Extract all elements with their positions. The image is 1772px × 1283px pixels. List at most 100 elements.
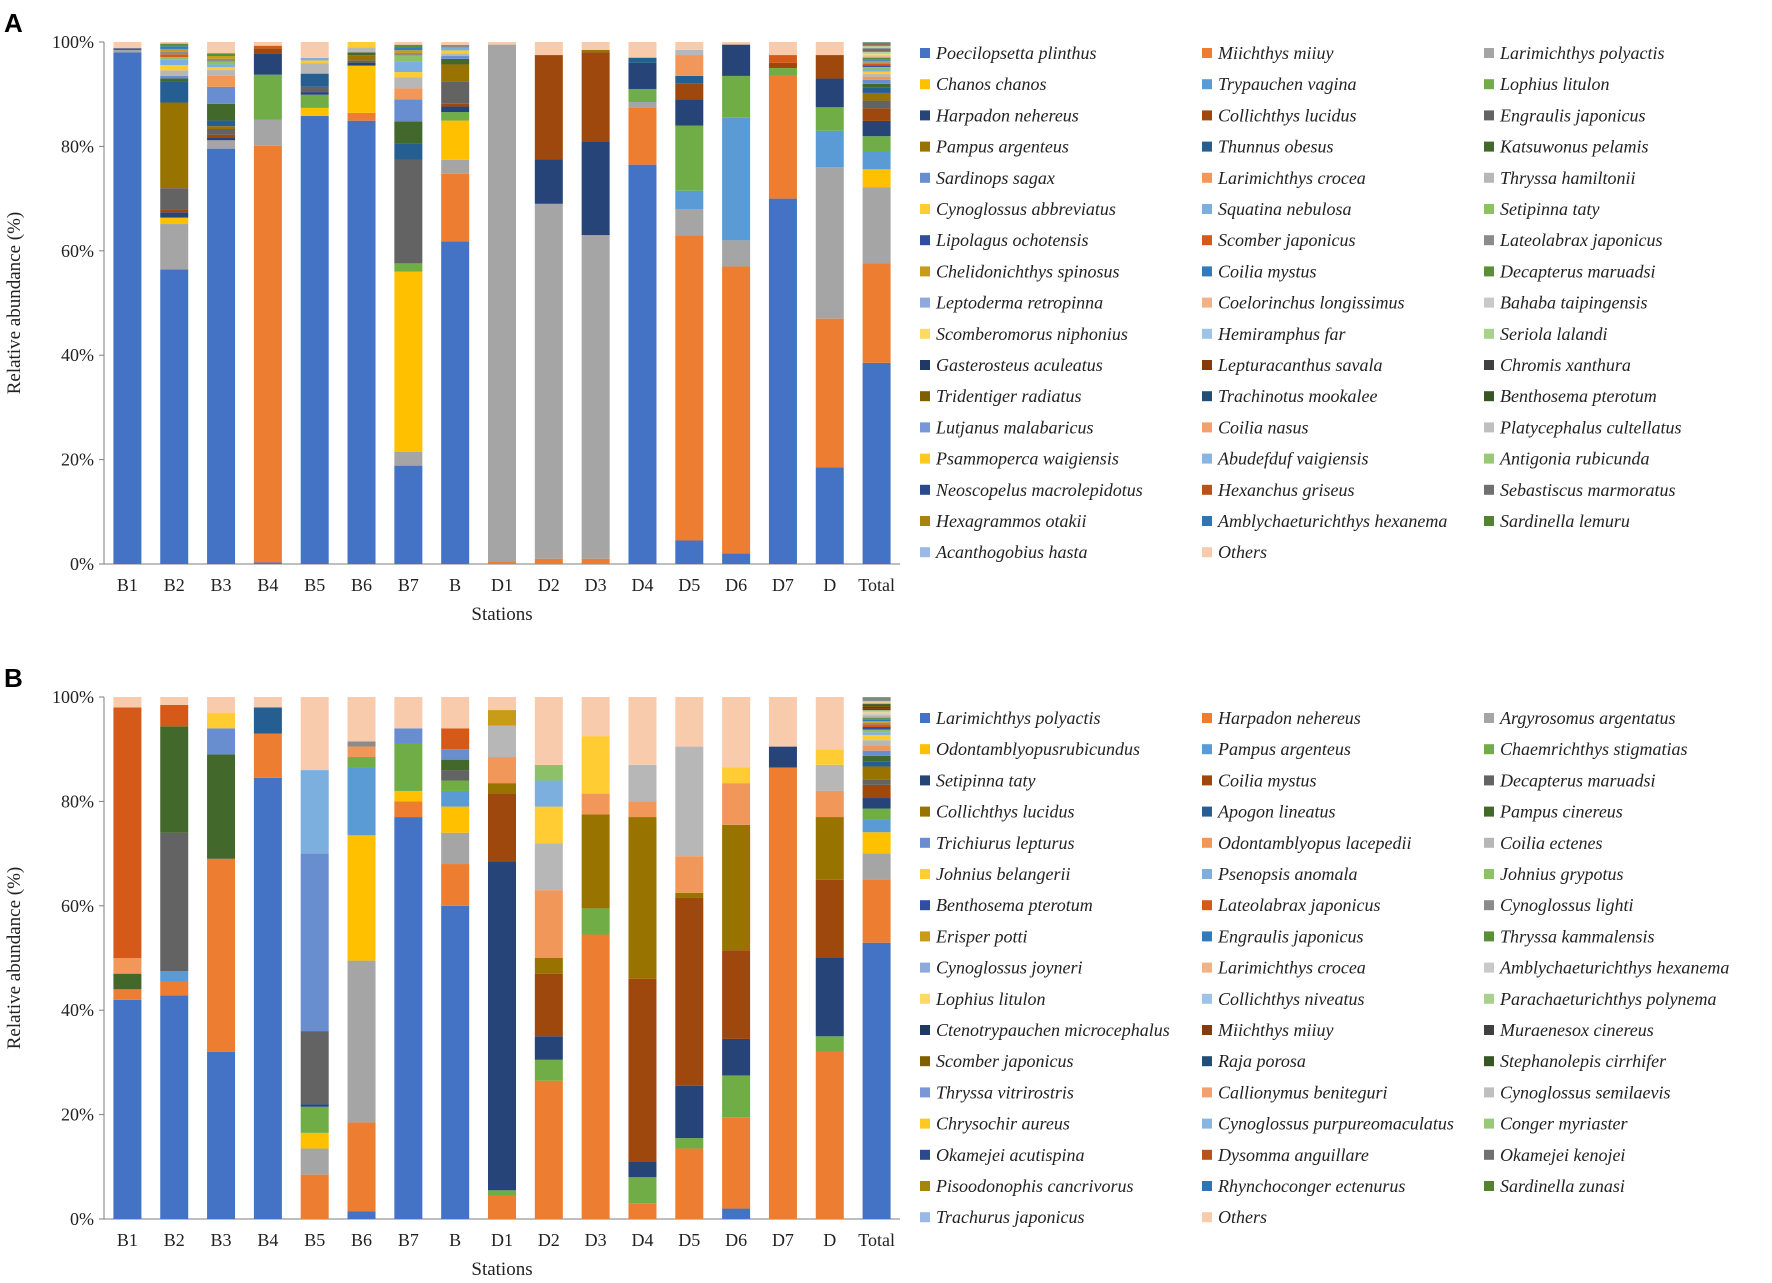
bar-segment-b7-larimichthys-polyactis [394, 451, 423, 466]
bar-segment-d3-harpadon-nehereus [581, 141, 610, 236]
bar-segment-d-chaemrichthys-stigmatias [815, 1036, 844, 1052]
bar-segment-total-trachurus-japonicus [862, 697, 891, 698]
legend-swatch-johnius-belangerii [920, 869, 930, 879]
legend: Poecilopsetta plinthus Miichthys miiuy Lar… [920, 43, 1681, 562]
bar-segment-total-pampus-cinereus [862, 755, 891, 762]
bar-segment-d2-coilia-mystus [534, 973, 563, 1037]
bar-segment-b5-others [300, 42, 329, 58]
legend-entry-thryssa-kammalensis: Thryssa kammalensis [1500, 926, 1655, 946]
bar-segment-d3-collichthys-lucidus [581, 814, 610, 909]
bar-segment-d-others [815, 42, 844, 56]
legend-swatch-chrysochir-aureus [920, 1118, 930, 1129]
bar-segment-b6-thryssa-hamiltonii [347, 47, 376, 53]
bar-segment-d-collichthys-lucidus [815, 817, 844, 880]
bar-segment-d1-chaemrichthys-stigmatias [488, 1190, 516, 1196]
legend-swatch-abudefduf-vaigiensis [1202, 453, 1212, 464]
legend-swatch-bahaba-taipingensis [1484, 297, 1494, 308]
legend-entry-thunnus-obesus: Thunnus obesus [1218, 137, 1334, 157]
legend-swatch-poecilopsetta-plinthus [920, 48, 930, 58]
bar-segment-b-larimichthys-polyactis [441, 159, 470, 174]
bar-segment-total-engraulis-japonicus [862, 100, 891, 109]
x-tick-label: B3 [211, 575, 232, 595]
x-tick-label: B1 [117, 1230, 138, 1250]
bar-segment-b2-scomber-japonicus [160, 54, 189, 57]
bar-segment-d1-larimichthys-polyactis [488, 44, 516, 562]
bar-segment-d2-others [534, 697, 563, 765]
bar-segment-total-cynoglossus-abbreviatus [862, 71, 891, 75]
bar-segment-b3-chelidonichthys-spinosus [207, 56, 236, 59]
x-tick-label: B [449, 1230, 461, 1250]
legend-entry-setipinna-taty: Setipinna taty [936, 770, 1035, 790]
legend-swatch-thryssa-vitrirostris [920, 1087, 930, 1098]
bar-segment-b7-lateolabrax-japonicus [394, 52, 423, 56]
bar-segment-total-thryssa-hamiltonii [862, 74, 891, 77]
bar-segment-total-gasterosteus-aculeatus [862, 51, 891, 52]
legend-entry-decapterus-maruadsi: Decapterus maruadsi [1499, 261, 1656, 281]
bar-segment-d5-collichthys-lucidus [675, 892, 704, 898]
bar-segment-b6-odontamblyopus-lacepedii [347, 746, 376, 758]
bar-segment-total-scomber-japonicus [862, 705, 891, 707]
bar-segment-d4-others [628, 697, 657, 765]
bar-segment-total-johnius-grypotus [862, 729, 891, 733]
legend-entry-pampus-cinereus: Pampus cinereus [1499, 802, 1623, 822]
bar-segment-b2-collichthys-lucidus [160, 209, 189, 213]
legend-entry-sardinops-sagax: Sardinops sagax [936, 168, 1055, 188]
bar-segment-b1-lateolabrax-japonicus [113, 707, 142, 958]
bar-segment-b1-odontamblyopus-lacepedii [113, 958, 142, 974]
bar-segment-b7-sardinops-sagax [394, 99, 423, 122]
bar-segment-total-setipinna-taty [862, 66, 891, 69]
bar-segment-b2-lateolabrax-japonicus [160, 704, 189, 727]
bar-segment-d2-miichthys-miiuy [534, 558, 563, 564]
y-tick-label: 20% [61, 450, 94, 470]
bar-segment-total-larimichthys-polyactis [862, 942, 891, 1219]
bar-segment-b2-decapterus-maruadsi [160, 832, 189, 972]
legend-swatch-gasterosteus-aculeatus [920, 360, 930, 370]
legend-swatch-harpadon-nehereus [920, 110, 930, 121]
bar-segment-b5-harpadon-nehereus [300, 1174, 329, 1219]
bar-segment-b6-harpadon-nehereus [347, 1122, 376, 1212]
bar-segment-b-decapterus-maruadsi [441, 770, 470, 781]
legend-swatch-benthosema-pterotum [1484, 391, 1494, 402]
bar-segment-b1-harpadon-nehereus [113, 48, 142, 50]
legend-entry-harpadon-nehereus: Harpadon nehereus [935, 105, 1079, 125]
bar-segment-b2-engraulis-japonicus [160, 188, 189, 210]
bar-segment-b7-larimichthys-crocea [394, 88, 423, 100]
legend-swatch-trachinotus-mookalee [1202, 391, 1212, 402]
legend-entry-conger-myriaster: Conger myriaster [1500, 1114, 1628, 1134]
bar-segment-d-coilia-ectenes [815, 764, 844, 791]
legend-swatch-larimichthys-polyactis [920, 713, 930, 723]
legend-entry-larimichthys-crocea: Larimichthys crocea [1217, 168, 1366, 188]
bar-segment-d1-erisper-potti [488, 710, 516, 726]
bar-segment-d5-others [675, 42, 704, 50]
legend-swatch-ctenotrypauchen-microcephalus [920, 1025, 930, 1035]
legend-entry-stephanolepis-cirrhifer: Stephanolepis cirrhifer [1500, 1051, 1667, 1071]
bar-segment-b4-larimichthys-polyactis [253, 119, 282, 146]
bar-segment-d2-harpadon-nehereus [534, 159, 563, 204]
bar-segment-b6-chanos-chanos [347, 65, 376, 113]
y-tick-label: 100% [52, 687, 94, 707]
bar-segment-b4-others [253, 697, 282, 708]
legend-swatch-coilia-ectenes [1484, 837, 1494, 848]
legend-swatch-cynoglossus-abbreviatus [920, 204, 930, 214]
bar-segment-d5-miichthys-miiuy [675, 235, 704, 541]
legend-entry-lutjanus-malabaricus: Lutjanus malabaricus [935, 417, 1094, 437]
bar-segment-b7-lophius-litulon [394, 263, 423, 272]
legend-entry-leptoderma-retropinna: Leptoderma retropinna [935, 293, 1103, 313]
bar-segment-b3-harpadon-nehereus [207, 137, 236, 141]
bar-segment-b6-cynoglossus-abbreviatus [347, 42, 376, 48]
bar-segment-d5-chaemrichthys-stigmatias [675, 1138, 704, 1149]
bar-segment-b-larimichthys-polyactis [441, 905, 470, 1219]
legend-swatch-muraenesox-cinereus [1484, 1025, 1494, 1035]
bar-segment-d5-poecilopsetta-plinthus [675, 540, 704, 564]
bar-segment-d5-thunnus-obesus [675, 75, 704, 84]
bar-segment-b-squatina-nebulosa [441, 47, 470, 51]
x-tick-label: D4 [631, 575, 653, 595]
legend-entry-trichiurus-lepturus: Trichiurus lepturus [936, 833, 1075, 853]
bar-segment-d-poecilopsetta-plinthus [815, 467, 844, 564]
bar-segment-d-trypauchen-vagina [815, 130, 844, 168]
bar-segment-b5-decapterus-maruadsi [300, 1031, 329, 1105]
legend-entry-raja-porosa: Raja porosa [1217, 1051, 1306, 1071]
x-tick-label: B6 [351, 575, 372, 595]
